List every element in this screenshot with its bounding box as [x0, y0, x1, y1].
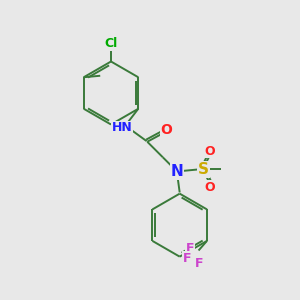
Text: HN: HN — [112, 121, 133, 134]
Text: O: O — [205, 145, 215, 158]
Text: F: F — [183, 251, 191, 265]
Text: S: S — [198, 162, 209, 177]
Text: Cl: Cl — [104, 37, 118, 50]
Text: N: N — [171, 164, 184, 179]
Text: F: F — [186, 242, 194, 255]
Text: O: O — [160, 123, 172, 137]
Text: F: F — [195, 256, 203, 270]
Text: O: O — [205, 181, 215, 194]
